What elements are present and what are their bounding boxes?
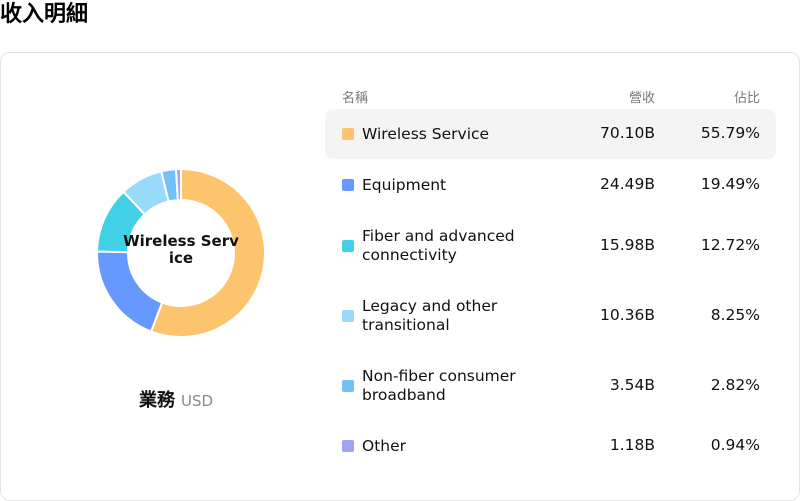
row-share: 55.79% <box>700 124 760 142</box>
page-title: 收入明細 <box>0 2 89 27</box>
donut-chart: Wireless Service <box>91 163 271 343</box>
table-row[interactable]: Wireless Service 70.10B 55.79% <box>325 109 776 159</box>
row-revenue: 24.49B <box>599 175 655 193</box>
legend-swatch <box>342 310 354 322</box>
legend-swatch <box>342 179 354 191</box>
row-revenue: 10.36B <box>599 306 655 324</box>
table-header: 名稱 營收 佔比 <box>325 81 776 109</box>
legend-swatch <box>342 240 354 252</box>
table-row[interactable]: Fiber and advanced connectivity 15.98B 12.… <box>325 211 776 281</box>
row-share: 0.94% <box>710 436 760 454</box>
row-name: Equipment <box>362 176 447 194</box>
row-share: 8.25% <box>710 306 760 324</box>
legend-swatch <box>342 440 354 452</box>
table-row[interactable]: Non-fiber consumer broadband 3.54B 2.82% <box>325 351 776 421</box>
row-revenue: 1.18B <box>609 436 655 454</box>
row-share: 19.49% <box>700 175 760 193</box>
row-name: Other <box>362 437 407 455</box>
row-name: Wireless Service <box>362 125 490 143</box>
donut-center-label: Wireless Service <box>123 232 239 267</box>
table-body: Wireless Service 70.10B 55.79% Equipment 24.… <box>325 109 776 471</box>
table-row[interactable]: Legacy and other transitional 10.36B 8.25% <box>325 281 776 351</box>
row-revenue: 70.10B <box>599 124 655 142</box>
caption-unit: USD <box>180 392 214 410</box>
donut-slice-0[interactable] <box>149 167 266 338</box>
revenue-breakdown-card: Wireless Service 業務 USD 名稱 營收 佔比 Wireless… <box>0 52 800 501</box>
donut-svg <box>95 167 266 338</box>
row-name: Fiber and advanced connectivity <box>362 227 515 264</box>
row-share: 12.72% <box>700 236 760 254</box>
row-name: Non-fiber consumer broadband <box>362 367 516 404</box>
donut-slice-5[interactable] <box>174 167 182 202</box>
header-share: 佔比 <box>733 91 760 106</box>
header-name: 名稱 <box>342 91 369 106</box>
row-name: Legacy and other transitional <box>362 297 498 334</box>
legend-swatch <box>342 128 354 140</box>
revenue-table: 名稱 營收 佔比 Wireless Service 70.10B 55.79% Equ… <box>325 81 776 471</box>
header-revenue: 營收 <box>628 91 655 106</box>
chart-caption: 業務 USD <box>1 386 351 412</box>
row-share: 2.82% <box>710 376 760 394</box>
row-revenue: 15.98B <box>599 236 655 254</box>
caption-main: 業務 <box>138 390 175 411</box>
row-revenue: 3.54B <box>609 376 655 394</box>
table-row[interactable]: Equipment 24.49B 19.49% <box>325 159 776 211</box>
legend-swatch <box>342 380 354 392</box>
table-row[interactable]: Other 1.18B 0.94% <box>325 421 776 471</box>
